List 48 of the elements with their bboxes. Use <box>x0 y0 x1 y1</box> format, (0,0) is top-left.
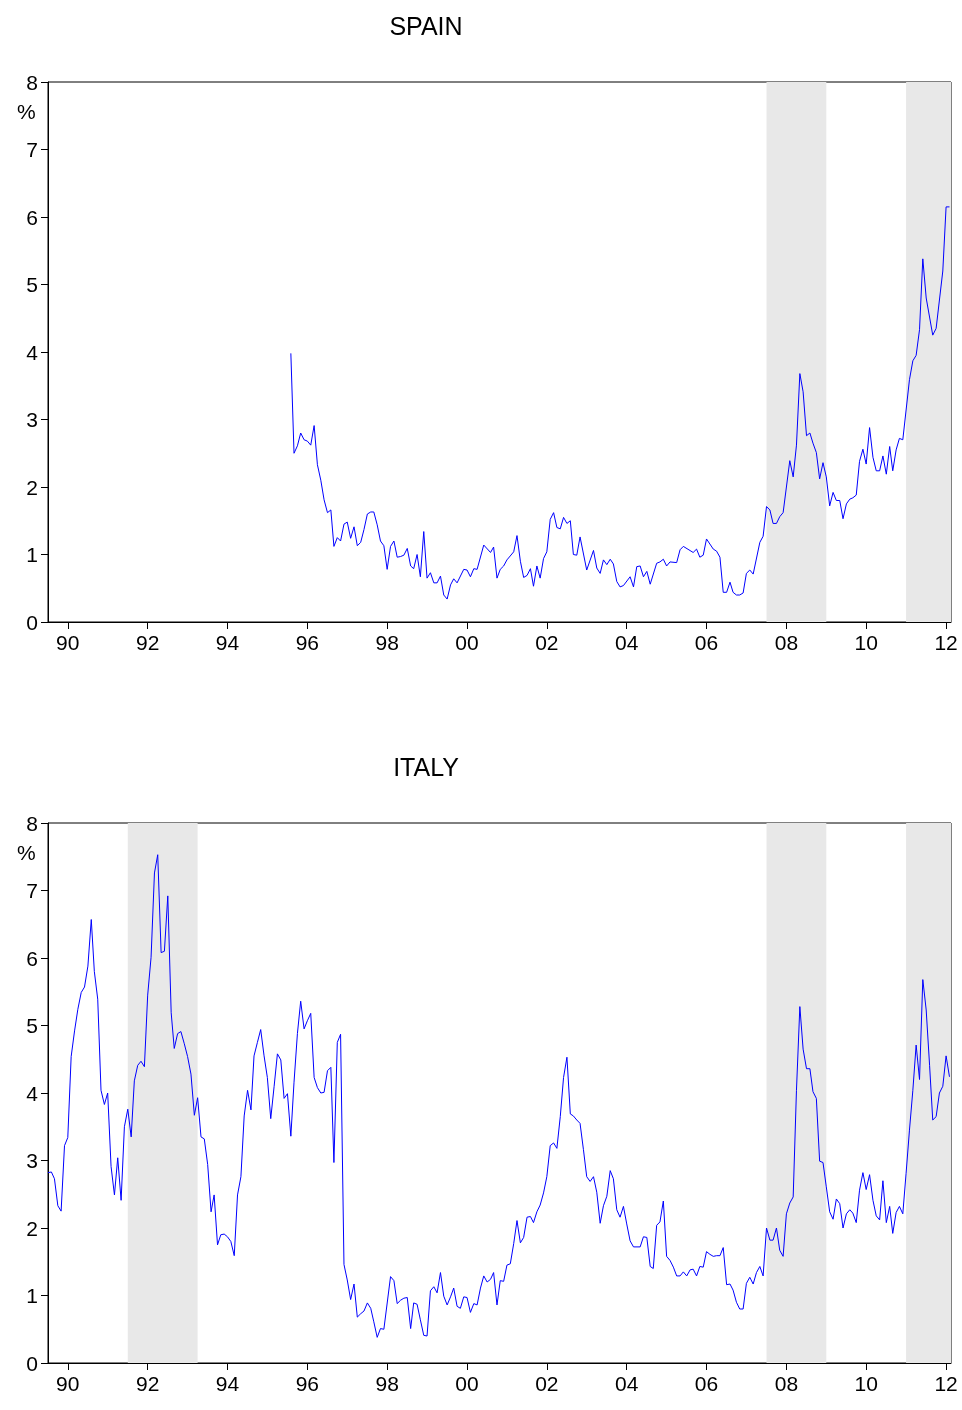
x-tick-label: 10 <box>854 1372 878 1395</box>
x-tick-label: 06 <box>694 631 719 654</box>
x-tick-label: 98 <box>375 1372 399 1395</box>
x-tick-label: 12 <box>934 631 958 654</box>
y-tick-label: 0 <box>26 1351 38 1375</box>
x-tick-label: 06 <box>694 1372 719 1395</box>
y-tick-label: 5 <box>26 1014 38 1037</box>
y-tick-label: 7 <box>26 138 38 161</box>
x-tick-label: 94 <box>215 631 240 654</box>
y-tick-label: 7 <box>26 879 38 902</box>
line-series <box>47 854 950 1338</box>
x-tick-label: 10 <box>854 631 878 654</box>
x-tick-label: 98 <box>375 631 399 654</box>
y-tick-label: 3 <box>26 408 38 431</box>
y-tick-label: 2 <box>26 475 38 499</box>
x-tick-label: 90 <box>56 1372 80 1395</box>
y-tick-label: 6 <box>26 205 38 229</box>
x-tick-label: 04 <box>615 1372 639 1395</box>
line-series <box>290 206 950 600</box>
y-tick-label: 5 <box>26 273 38 296</box>
x-tick-label: 12 <box>934 1372 958 1395</box>
x-tick-label: 92 <box>136 631 160 654</box>
x-tick-label: 00 <box>455 631 479 654</box>
y-tick-label: 8 <box>26 811 38 835</box>
x-tick-label: 94 <box>215 1372 240 1395</box>
x-tick-label: 92 <box>136 1372 160 1395</box>
y-tick-label: 4 <box>26 340 39 364</box>
x-tick-label: 02 <box>535 631 559 654</box>
y-tick-label: 2 <box>26 1216 38 1240</box>
y-tick-label: 4 <box>26 1081 39 1105</box>
y-tick-label: 3 <box>26 1149 38 1172</box>
x-tick-label: 08 <box>774 1372 799 1395</box>
y-tick-label: 1 <box>26 1284 38 1307</box>
y-tick-label: 6 <box>26 946 38 970</box>
x-tick-label: 96 <box>295 1372 320 1395</box>
y-tick-label: 1 <box>26 543 38 566</box>
chart-title: ITALY <box>393 752 460 781</box>
y-axis-title: % <box>17 841 36 864</box>
y-tick-label: 0 <box>26 610 38 634</box>
y-tick-label: 8 <box>26 70 38 94</box>
x-tick-label: 02 <box>535 1372 559 1395</box>
chart-title: SPAIN <box>389 11 463 40</box>
x-tick-label: 90 <box>56 631 80 654</box>
y-axis-title: % <box>17 100 36 123</box>
x-tick-label: 04 <box>615 631 639 654</box>
x-tick-label: 00 <box>455 1372 479 1395</box>
x-tick-label: 96 <box>295 631 320 654</box>
x-tick-label: 08 <box>774 631 799 654</box>
